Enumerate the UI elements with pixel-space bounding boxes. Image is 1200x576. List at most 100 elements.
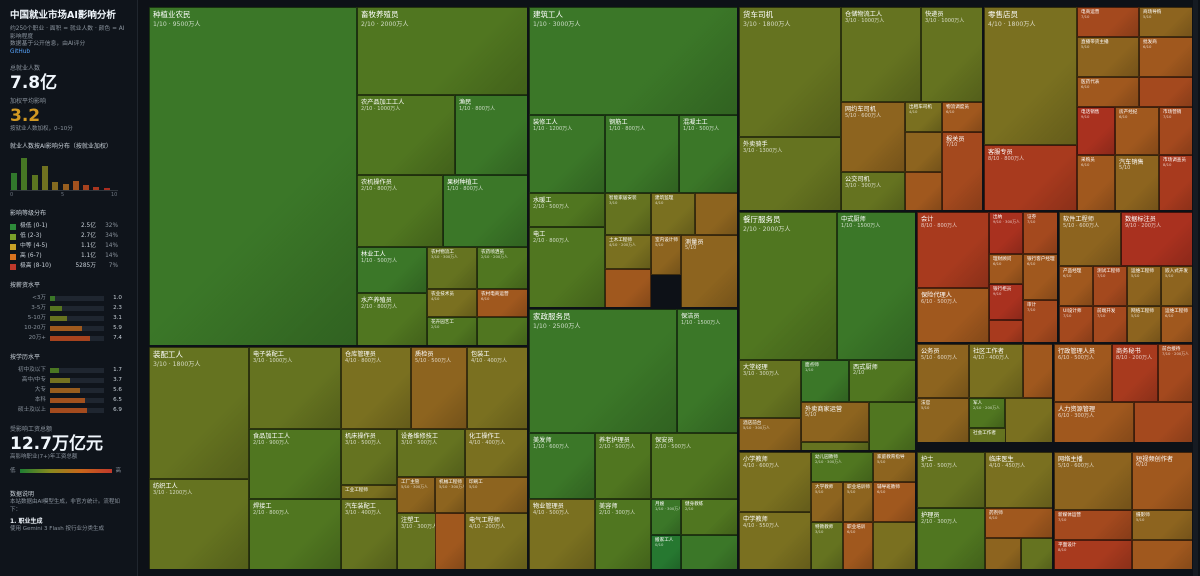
treemap-cell[interactable]: 测量员 5/10 [681,235,737,307]
treemap-cell[interactable]: 工业工程师 [341,485,397,499]
treemap-cell[interactable]: 混凝土工 1/10 · 500万人 [679,115,737,193]
treemap-cell[interactable]: 前端开发 7/10 [1093,306,1127,342]
treemap-cell[interactable]: 采购员 6/10 [1077,155,1115,210]
treemap-cell[interactable]: 电商运营 7/10 [1077,7,1139,37]
legend-row[interactable]: 极高 (8-10) 5285万 7% [10,262,129,272]
treemap-cell[interactable]: 质检员 5/10 · 500万人 [411,347,467,429]
treemap-cell[interactable]: 产品经理 6/10 [1059,266,1093,306]
treemap-cell[interactable]: 商务秘书 8/10 · 200万人 [1112,344,1158,402]
treemap-cell[interactable]: UI设计师 7/10 [1059,306,1093,342]
treemap-cell[interactable]: 外卖商家运营 5/10 [801,402,869,442]
treemap-cell[interactable]: 汽车装配工 3/10 · 400万人 [341,499,397,569]
treemap-cell[interactable] [435,513,465,569]
treemap-cell[interactable]: 智能家居安装 3/10 [605,193,651,235]
treemap-cell[interactable]: 钢筋工 1/10 · 800万人 [605,115,679,193]
treemap-cell[interactable] [869,402,915,450]
scrollbar[interactable] [1193,0,1198,576]
treemap-cell[interactable]: 包装工 4/10 · 400万人 [467,347,527,429]
treemap-cell[interactable]: 汽车销售 5/10 [1115,155,1159,210]
treemap-cell[interactable]: 网络工程师 5/10 [1127,306,1161,342]
treemap-cell[interactable]: 银行客户经理 6/10 [1023,254,1057,300]
treemap-cell[interactable] [1023,344,1052,398]
treemap-cell[interactable]: 网约车司机 5/10 · 600万人 [841,102,905,172]
treemap-cell[interactable]: 出纳 9/10 · 300万人 [989,212,1023,254]
treemap-cell[interactable] [605,269,651,307]
treemap-cell[interactable]: 餐厅服务员 2/10 · 2000万人 [739,212,837,360]
treemap-cell[interactable]: 农产品加工工人 2/10 · 1000万人 [357,95,455,175]
treemap-cell[interactable] [905,132,942,172]
treemap-cell[interactable]: 设备维修技工 3/10 · 500万人 [397,429,465,477]
treemap-cell[interactable]: 小学教师 4/10 · 600万人 [739,452,811,512]
legend-row[interactable]: 高 (6-7) 1.1亿 14% [10,252,129,262]
treemap-cell[interactable]: 保安员 2/10 · 500万人 [651,433,737,499]
treemap-cell[interactable]: 护理员 2/10 · 300万人 [917,508,985,569]
treemap-cell[interactable]: 嵌入式开发 5/10 [1161,266,1192,306]
treemap-cell[interactable]: 医药代表 6/10 [1077,77,1139,107]
treemap-cell[interactable]: 化工操作工 4/10 · 400万人 [465,429,527,477]
treemap-cell[interactable]: 特教教师 3/10 [811,522,843,569]
treemap-cell[interactable]: 果树种植工 1/10 · 800万人 [443,175,527,247]
treemap-cell[interactable]: 电话销售 9/10 [1077,107,1115,155]
treemap-cell[interactable]: 人力资源管理 6/10 · 300万人 [1054,402,1134,442]
treemap-cell[interactable]: 农业技术员 4/10 [427,289,477,317]
treemap-cell[interactable]: 种植业农民 1/10 · 9500万人 [149,7,357,345]
treemap-cell[interactable]: 装配工人 3/10 · 1800万人 [149,347,249,479]
treemap-cell[interactable]: 护士 3/10 · 500万人 [917,452,985,508]
treemap-cell[interactable]: 健身教练 2/10 [681,499,737,535]
treemap-cell[interactable] [681,535,737,569]
treemap-cell[interactable]: 公交司机 3/10 · 300万人 [841,172,905,210]
treemap-cell[interactable]: 公务员 5/10 · 600万人 [917,344,969,398]
treemap-cell[interactable] [873,522,915,569]
treemap-cell[interactable]: 新媒体运营 7/10 [1054,510,1132,540]
legend-row[interactable]: 极低 (0-1) 2.5亿 32% [10,222,129,232]
treemap-cell[interactable]: 物流调度员 6/10 [942,102,982,132]
treemap-cell[interactable] [801,442,869,450]
treemap-cell[interactable] [1021,538,1052,569]
treemap-cell[interactable]: 水产养殖员 2/10 · 800万人 [357,293,427,345]
treemap-cell[interactable]: 批发商 6/10 [1139,37,1192,77]
treemap-cell[interactable]: 社区工作者 4/10 · 400万人 [969,344,1023,398]
treemap-cell[interactable] [1134,402,1192,442]
treemap-cell[interactable]: 西式厨师 2/10 [849,360,915,402]
treemap-cell[interactable]: 运维工程师 6/10 [1161,306,1192,342]
treemap-cell[interactable] [985,538,1021,569]
treemap-cell[interactable]: 农村电商运营 6/10 [477,289,527,317]
treemap-cell[interactable]: 美发师 1/10 · 600万人 [529,433,595,499]
treemap-cell[interactable]: 搬家工人 0/10 [651,535,681,569]
treemap-cell[interactable]: 前台接待 7/10 · 200万人 [1158,344,1192,402]
treemap-cell[interactable]: 货车司机 3/10 · 1800万人 [739,7,841,137]
treemap-cell[interactable]: 职业培训师 5/10 [843,482,873,522]
treemap-cell[interactable]: 保险代理人 6/10 · 500万人 [917,288,989,342]
treemap-cell[interactable]: 畜牧养殖员 2/10 · 2000万人 [357,7,527,95]
treemap-cell[interactable]: 机床操作员 3/10 · 500万人 [341,429,397,485]
treemap-cell[interactable]: 美容师 2/10 · 300万人 [595,499,651,569]
treemap-cell[interactable]: 家政服务员 1/10 · 2500万人 [529,309,677,433]
treemap-cell[interactable]: 印刷工 5/10 [465,477,527,513]
treemap-cell[interactable]: 纺织工人 3/10 · 1200万人 [149,479,249,569]
treemap-cell[interactable]: 工厂主管 5/10 · 300万人 [397,477,435,513]
treemap-cell[interactable] [477,317,527,345]
treemap-cell[interactable] [1132,540,1192,569]
treemap-cell[interactable]: 焊接工 2/10 · 800万人 [249,499,341,569]
treemap-cell[interactable]: 辅导班教师 6/10 [873,482,915,522]
treemap-cell[interactable] [905,172,942,210]
treemap-cell[interactable] [1005,398,1052,442]
treemap-cell[interactable]: 电工 2/10 · 800万人 [529,227,605,307]
treemap-cell[interactable]: 药剂师 6/10 [985,508,1052,538]
treemap-cell[interactable]: 保洁员 1/10 · 1500万人 [677,309,737,433]
treemap-cell[interactable]: 审计 7/10 [1023,300,1057,342]
treemap-cell[interactable]: 食品加工工人 2/10 · 900万人 [249,429,341,499]
treemap-cell[interactable]: 软件工程师 5/10 · 600万人 [1059,212,1121,266]
treemap-cell[interactable]: 建筑工人 1/10 · 3000万人 [529,7,737,115]
treemap-cell[interactable]: 农村物流工 3/10 · 300万人 [427,247,477,289]
treemap-cell[interactable]: 军人 2/10 · 200万人 [969,398,1005,428]
treemap-cell[interactable]: 会计 8/10 · 800万人 [917,212,989,288]
treemap-cell[interactable]: 装修工人 1/10 · 1200万人 [529,115,605,193]
treemap-cell[interactable]: 外卖骑手 3/10 · 1300万人 [739,137,841,210]
treemap-cell[interactable]: 客服专员 8/10 · 800万人 [984,145,1077,210]
treemap-cell[interactable]: 短视频创作者 6/10 [1132,452,1192,510]
treemap-cell[interactable]: 商场导购 5/10 [1139,7,1192,37]
treemap-cell[interactable]: 物业管理员 4/10 · 500万人 [529,499,595,569]
treemap-cell[interactable] [695,193,737,235]
treemap-cell[interactable]: 平面设计 8/10 [1054,540,1132,569]
